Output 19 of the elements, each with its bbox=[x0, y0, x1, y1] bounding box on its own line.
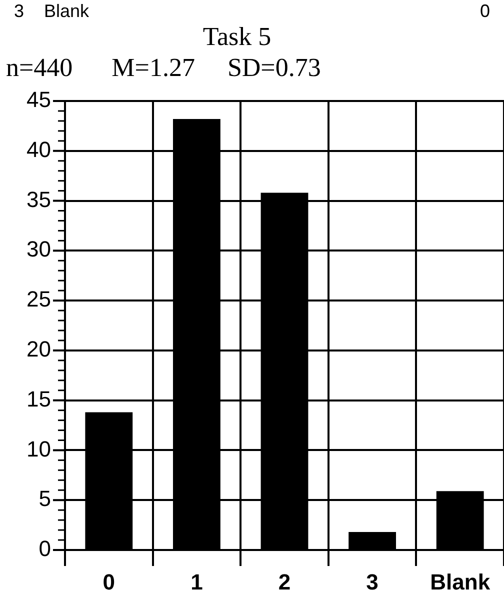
x-tick-label: 1 bbox=[190, 569, 203, 594]
y-tick-label: 40 bbox=[26, 136, 51, 162]
chart-subtitle: n=440 M=1.27 SD=0.73 bbox=[6, 53, 321, 83]
y-tick-label: 30 bbox=[26, 236, 51, 262]
y-tick-label: 45 bbox=[26, 87, 51, 112]
y-tick-label: 35 bbox=[26, 186, 51, 212]
y-tick-label: 10 bbox=[26, 436, 51, 462]
y-tick-label: 15 bbox=[26, 386, 51, 412]
y-tick-label: 20 bbox=[26, 336, 51, 362]
x-tick-label: 0 bbox=[102, 569, 116, 594]
y-tick-label: 25 bbox=[26, 286, 51, 312]
y-tick-label: 5 bbox=[38, 486, 51, 512]
text: 0 bbox=[480, 1, 490, 21]
y-tick-label: 0 bbox=[38, 536, 51, 562]
text: 3 Blank bbox=[14, 1, 90, 21]
chart-title: Task 5 bbox=[202, 22, 272, 52]
x-tick-label: 2 bbox=[278, 569, 291, 594]
x-tick-label: 3 bbox=[366, 569, 378, 594]
x-tick-label: Blank bbox=[430, 569, 491, 594]
